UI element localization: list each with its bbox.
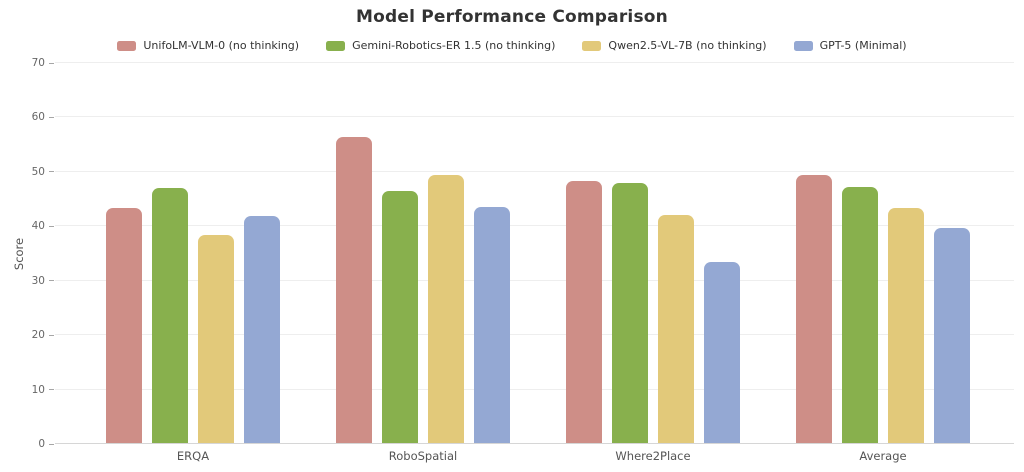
bar-qwen2-5-vl-7b-no-thinking-robospatial xyxy=(428,174,464,443)
y-tick-mark xyxy=(49,62,54,64)
x-tick-label-where2place: Where2Place xyxy=(615,449,691,463)
bar-unifolm-vlm-0-no-thinking-erqa xyxy=(106,208,142,443)
y-tick-label: 60 xyxy=(31,111,45,124)
legend-item-unifolm-vlm-0-no-thinking[interactable]: UnifoLM-VLM-0 (no thinking) xyxy=(117,39,299,52)
bar-gpt-5-minimal-average xyxy=(934,228,970,443)
legend-swatch-gemini-robotics-er-1-5-no-thinking xyxy=(326,40,346,51)
y-tick-mark xyxy=(49,225,54,227)
gridline-50 xyxy=(55,170,1014,172)
bar-gemini-robotics-er-1-5-no-thinking-erqa xyxy=(152,188,188,443)
gridline-70 xyxy=(55,62,1014,63)
gridline-10 xyxy=(55,388,1014,390)
legend-item-gemini-robotics-er-1-5-no-thinking[interactable]: Gemini-Robotics-ER 1.5 (no thinking) xyxy=(326,39,555,52)
legend-label: Gemini-Robotics-ER 1.5 (no thinking) xyxy=(352,39,556,52)
bar-gemini-robotics-er-1-5-no-thinking-robospatial xyxy=(382,191,418,443)
x-tick-label-robospatial: RoboSpatial xyxy=(388,449,458,463)
y-axis-ticks: 0 10 20 30 40 50 60 70 xyxy=(0,57,55,450)
legend-item-gpt-5-minimal[interactable]: GPT-5 (Minimal) xyxy=(793,39,907,52)
y-tick-label: 10 xyxy=(31,383,45,396)
y-tick-mark xyxy=(49,280,54,282)
y-tick-mark xyxy=(49,116,54,118)
bar-gemini-robotics-er-1-5-no-thinking-average xyxy=(842,187,878,443)
legend-swatch-unifolm-vlm-0-no-thinking xyxy=(117,40,137,51)
gridline-60 xyxy=(55,116,1014,118)
y-tick-mark xyxy=(49,334,54,336)
y-tick-40: 40 xyxy=(32,220,54,232)
chart-title: Model Performance Comparison xyxy=(356,7,668,27)
y-tick-0: 0 xyxy=(38,438,54,450)
gridline-20 xyxy=(55,334,1014,336)
legend-label: Qwen2.5-VL-7B (no thinking) xyxy=(608,39,767,52)
y-tick-label: 40 xyxy=(31,220,45,233)
y-tick-label: 0 xyxy=(38,438,45,450)
bar-unifolm-vlm-0-no-thinking-robospatial xyxy=(336,137,372,443)
y-tick-mark xyxy=(49,443,54,445)
gridline-30 xyxy=(55,279,1014,281)
y-tick-70: 70 xyxy=(32,57,54,69)
bar-unifolm-vlm-0-no-thinking-average xyxy=(796,175,832,443)
bar-unifolm-vlm-0-no-thinking-where2place xyxy=(566,180,602,443)
y-tick-10: 10 xyxy=(32,384,54,396)
legend-label: GPT-5 (Minimal) xyxy=(819,39,907,52)
legend-label: UnifoLM-VLM-0 (no thinking) xyxy=(143,39,300,52)
x-tick-label-erqa: ERQA xyxy=(176,449,210,463)
y-tick-label: 70 xyxy=(31,57,45,69)
legend: UnifoLM-VLM-0 (no thinking) Gemini-Roboti… xyxy=(0,39,1024,52)
x-axis-line xyxy=(55,443,1014,444)
bar-qwen2-5-vl-7b-no-thinking-average xyxy=(888,207,924,443)
y-tick-mark xyxy=(49,171,54,173)
y-tick-60: 60 xyxy=(32,111,54,123)
gridline-40 xyxy=(55,225,1014,227)
bar-qwen2-5-vl-7b-no-thinking-where2place xyxy=(658,214,694,443)
y-tick-50: 50 xyxy=(32,166,54,178)
y-tick-label: 20 xyxy=(31,329,45,342)
bar-gpt-5-minimal-erqa xyxy=(244,215,280,443)
legend-swatch-gpt-5-minimal xyxy=(793,40,813,51)
bar-gpt-5-minimal-robospatial xyxy=(474,206,510,443)
legend-swatch-qwen2-5-vl-7b-no-thinking xyxy=(582,40,602,51)
plot-area xyxy=(55,62,1014,444)
y-tick-mark xyxy=(49,389,54,391)
bar-gemini-robotics-er-1-5-no-thinking-where2place xyxy=(612,182,648,443)
bar-qwen2-5-vl-7b-no-thinking-erqa xyxy=(198,234,234,443)
bar-gpt-5-minimal-where2place xyxy=(704,261,740,443)
x-tick-label-average: Average xyxy=(859,449,907,463)
legend-item-qwen2-5-vl-7b-no-thinking[interactable]: Qwen2.5-VL-7B (no thinking) xyxy=(582,39,767,52)
y-tick-30: 30 xyxy=(32,275,54,287)
y-tick-label: 30 xyxy=(31,274,45,287)
y-tick-label: 50 xyxy=(31,165,45,178)
y-tick-20: 20 xyxy=(32,329,54,341)
